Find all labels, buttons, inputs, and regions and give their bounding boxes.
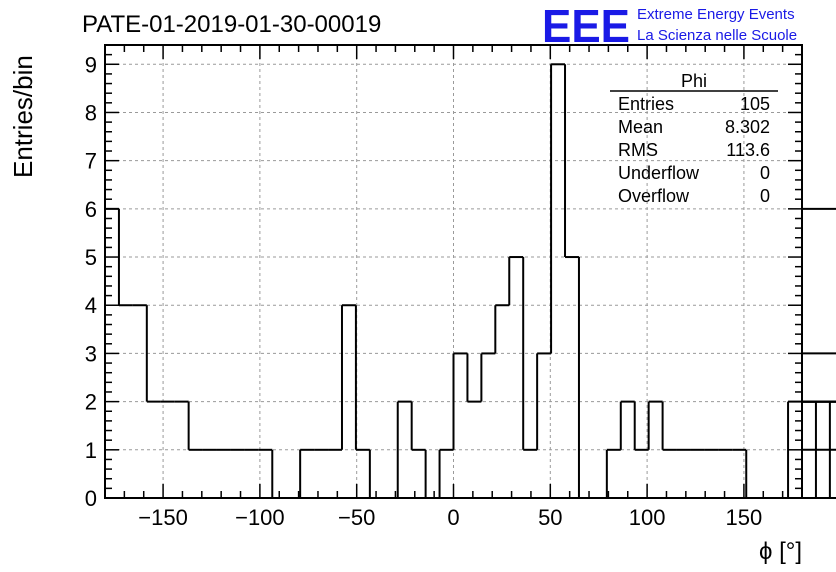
stats-box: Phi Entries 105 Mean 8.302 RMS 113.6 Underflow… — [610, 71, 778, 206]
x-tick-label: 0 — [447, 505, 459, 530]
stats-row-label: Underflow — [618, 163, 700, 183]
x-tick-label: 100 — [629, 505, 666, 530]
stats-row-label: Overflow — [618, 186, 690, 206]
y-tick-label: 1 — [85, 438, 97, 463]
x-tick-label: −150 — [138, 505, 188, 530]
y-tick-label: 9 — [85, 52, 97, 77]
eee-logo-line2: La Scienza nelle Scuole — [637, 27, 797, 44]
x-tick-label: 150 — [726, 505, 763, 530]
stats-row-value: 8.302 — [725, 117, 770, 137]
axis-ticks — [104, 44, 803, 499]
y-tick-label: 6 — [85, 197, 97, 222]
stats-row-label: Entries — [618, 94, 674, 114]
y-tick-label: 7 — [85, 149, 97, 174]
x-tick-label: −50 — [338, 505, 375, 530]
stats-row-value: 105 — [740, 94, 770, 114]
axis-tick-labels: −150 −100 −50 0 50 100 150 0 1 2 3 4 5 6 7 8 9 — [85, 52, 763, 530]
y-tick-label: 0 — [85, 486, 97, 511]
y-tick-label: 5 — [85, 245, 97, 270]
eee-logo-line1: Extreme Energy Events — [637, 6, 795, 23]
stats-row-label: Mean — [618, 117, 663, 137]
y-tick-label: 2 — [85, 390, 97, 415]
x-axis-label: ϕ [°] — [759, 538, 802, 565]
stats-row-value: 0 — [760, 163, 770, 183]
x-tick-label: 50 — [538, 505, 562, 530]
x-tick-label: −100 — [235, 505, 285, 530]
eee-logo: EEE Extreme Energy Events La Scienza nel… — [542, 0, 797, 52]
y-tick-label: 8 — [85, 100, 97, 125]
stats-row-value: 0 — [760, 186, 770, 206]
stats-rows: Entries 105 Mean 8.302 RMS 113.6 Underflow 0 Ove… — [618, 94, 770, 206]
stats-row-value: 113.6 — [726, 140, 770, 160]
y-axis-label: Entries/bin — [8, 55, 38, 178]
chart-title: PATE-01-2019-01-30-00019 — [82, 11, 381, 38]
stats-row-label: RMS — [618, 140, 658, 160]
y-tick-label: 4 — [85, 293, 97, 318]
stats-title: Phi — [681, 71, 707, 91]
eee-logo-mark: EEE — [542, 0, 630, 52]
y-tick-label: 3 — [85, 341, 97, 366]
